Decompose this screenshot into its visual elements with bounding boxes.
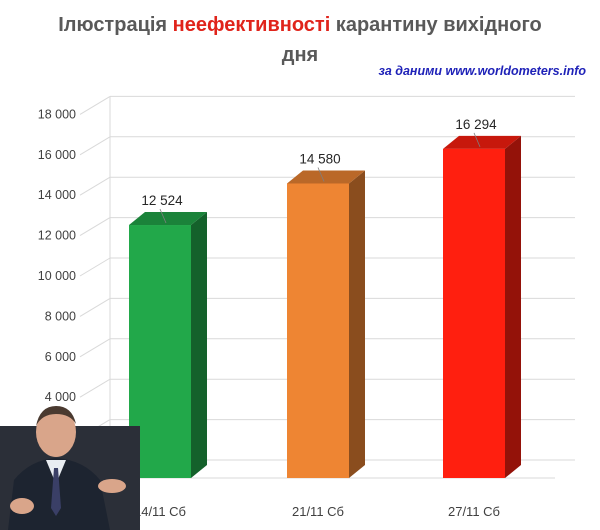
chart-title: Ілюстрація неефективності карантину вихі… [40, 10, 560, 70]
gridline-side [79, 297, 111, 317]
bar [287, 170, 365, 478]
y-tick-label: 10 000 [38, 269, 76, 283]
bar-front [287, 183, 349, 478]
x-tick-label: 21/11 Сб [292, 504, 344, 519]
gridline-side [79, 95, 111, 115]
value-label: 12 524 [141, 193, 183, 208]
bar-front [443, 148, 505, 478]
bar-side [191, 212, 207, 478]
y-tick-label: 4 000 [45, 390, 76, 404]
chart-bars [129, 135, 521, 478]
y-tick-label: 14 000 [38, 188, 76, 202]
y-tick-label: 18 000 [38, 107, 76, 121]
source-note: за даними www.worldometers.info [378, 64, 586, 78]
y-tick-label: 12 000 [38, 229, 76, 243]
value-leader [473, 132, 481, 148]
y-tick-label: 6 000 [45, 350, 76, 364]
bar [129, 212, 207, 478]
bar-top [129, 212, 207, 226]
gridline-side [79, 338, 111, 358]
gridline-side [79, 217, 111, 237]
bar-side [505, 135, 521, 478]
x-tick-label: 27/11 Сб [448, 504, 500, 519]
gridline-side [79, 136, 111, 156]
y-tick-label: 16 000 [38, 148, 76, 162]
value-label: 16 294 [455, 117, 497, 132]
bar-top [287, 170, 365, 184]
x-tick-label: 14/11 Сб [134, 504, 186, 519]
bar-side [349, 170, 365, 478]
value-leader [159, 208, 167, 224]
y-tick-label: 8 000 [45, 309, 76, 323]
value-label: 14 580 [299, 151, 340, 166]
title-prefix: Ілюстрація [58, 14, 173, 36]
bar-top [443, 135, 521, 149]
title-suffix: карантину вихідного дня [281, 14, 542, 66]
gridline-side [79, 257, 111, 277]
speaker-photo [0, 406, 140, 530]
value-leader [317, 167, 325, 182]
gridline-side [79, 378, 111, 398]
gridline-side [79, 176, 111, 196]
title-highlight: неефективності [172, 14, 331, 36]
bar [443, 135, 521, 478]
